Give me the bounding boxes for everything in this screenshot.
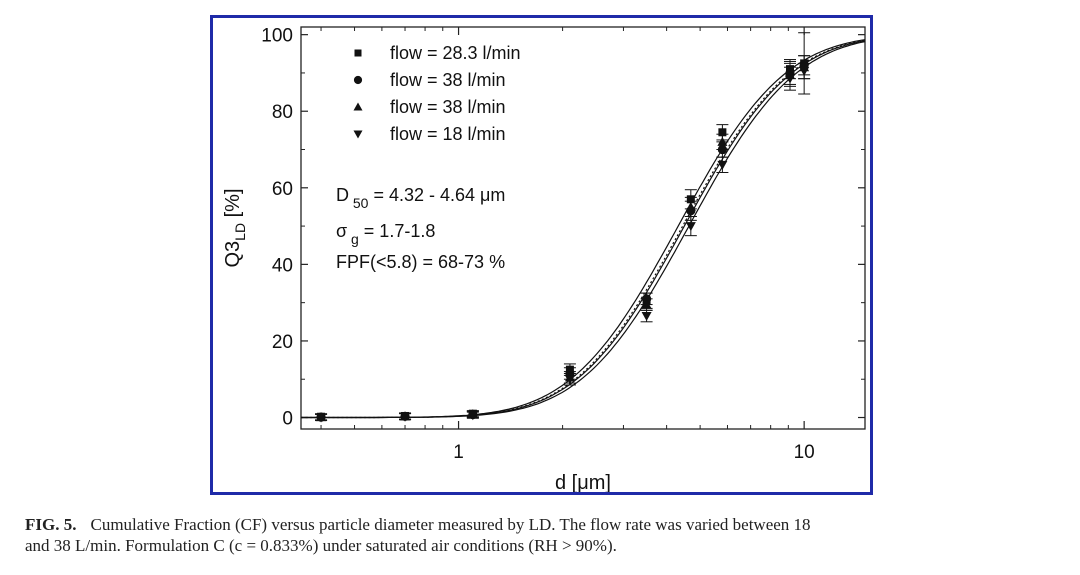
x-tick-label: 1 [453,442,464,463]
chart: 0 20 40 60 80 100 1 10 d [μm] Q3LD [%] flow = 28.3… [222,26,866,492]
legend-label-1: flow = 28.3 l/min [390,43,521,63]
y-tick-label: 40 [272,255,293,276]
y-tick-label: 20 [272,332,293,353]
annotation-2: σ g = 1.7-1.8 [336,221,435,247]
caption-line-1: Cumulative Fraction (CF) versus particle… [90,515,811,534]
legend-label-2: flow = 38 l/min [390,70,506,90]
data-point-series-4 [685,222,696,232]
fit-curve-2 [301,39,866,419]
annotation-main: FPF(<5.8) = 68-73 % [336,252,505,272]
legend-marker-2 [353,75,363,85]
annotation-subscript: g [347,231,359,247]
legend-marker-1 [354,49,362,57]
data-point-series-4 [799,67,810,77]
data-point-series-3 [641,299,652,309]
data-point-series-4 [784,74,795,84]
legend-label-4: flow = 18 l/min [390,124,506,144]
annotation-subscript: 50 [349,195,369,211]
data-point-series-4 [467,411,478,421]
y-axis-title-sub: LD [232,223,248,241]
data-point-series-1 [718,128,727,137]
data-point-series-3 [717,136,728,146]
y-axis-title-unit: [%] [222,188,244,222]
data-point-series-4 [400,412,411,422]
caption-line-2: and 38 L/min. Formulation C (c = 0.833%)… [25,536,617,555]
y-axis-title-main: Q3 [222,241,244,268]
data-point-series-3 [685,201,696,211]
fit-curve-4 [301,41,866,419]
annotation-1: D 50 = 4.32 - 4.64 μm [336,185,505,211]
x-tick-label: 10 [794,442,815,463]
annotation-rest: = 1.7-1.8 [359,221,436,241]
annotation-3: FPF(<5.8) = 68-73 % [336,252,505,272]
data-point-series-4 [717,160,728,170]
x-axis-title: d [μm] [555,472,611,492]
y-axis-title: Q3LD [%] [222,188,248,267]
caption-label: FIG. 5. [25,515,77,534]
y-tick-label: 80 [272,102,293,123]
y-tick-label: 60 [272,179,293,200]
plot-area-frame [300,26,866,430]
annotation-main: σ [336,221,347,241]
y-tick-label: 100 [261,26,293,47]
data-point-series-4 [316,413,327,423]
data-point-series-4 [641,312,652,322]
annotation-rest: = 4.32 - 4.64 μm [368,185,505,205]
legend-label-3: flow = 38 l/min [390,97,506,117]
y-tick-label: 0 [282,409,293,430]
annotation-main: D [336,185,349,205]
figure-caption: FIG. 5. Cumulative Fraction (CF) versus p… [25,514,1070,556]
legend-marker-3 [353,102,363,111]
legend-marker-4 [353,130,363,139]
data-point-series-4 [564,375,575,385]
figure-frame: 0 20 40 60 80 100 1 10 d [μm] Q3LD [%] flow = 28.3… [210,15,873,495]
